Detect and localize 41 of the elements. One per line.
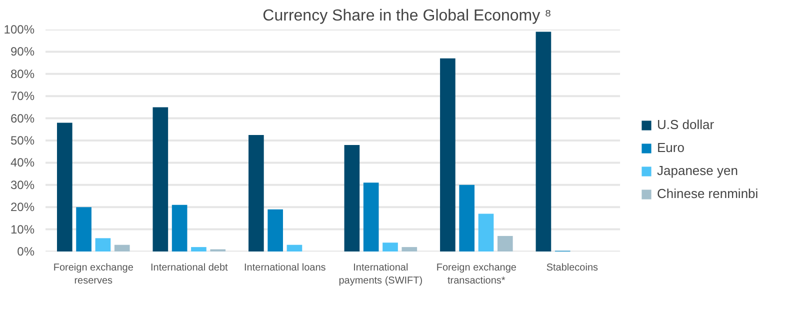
bar <box>95 238 111 252</box>
bar <box>152 107 168 252</box>
legend-label: Euro <box>657 140 684 155</box>
bar <box>191 247 206 252</box>
y-tick-label: 90% <box>10 44 35 59</box>
y-tick-label: 40% <box>10 156 35 170</box>
bar <box>248 134 264 252</box>
bar <box>536 32 552 252</box>
bar <box>382 242 398 252</box>
y-tick-label: 100% <box>4 22 35 36</box>
bar <box>363 182 379 252</box>
bar <box>497 236 513 252</box>
y-tick-label: 20% <box>10 200 35 214</box>
legend-label: Japanese yen <box>657 163 738 178</box>
bar <box>286 244 302 252</box>
bar <box>344 144 360 252</box>
y-tick-label: 30% <box>10 178 35 192</box>
legend-label: Chinese renminbi <box>657 186 758 201</box>
x-tick-label: International loans <box>244 262 326 274</box>
x-tick-label: Stablecoins <box>546 262 598 274</box>
bar <box>172 204 188 252</box>
bar <box>440 58 456 252</box>
bar <box>459 184 475 252</box>
x-tick-label: Foreign exchange reserves <box>53 262 134 287</box>
legend-label: U.S dollar <box>657 117 714 132</box>
y-tick-label: 50% <box>10 134 35 148</box>
x-tick-label: International debt <box>150 262 228 274</box>
y-tick-label: 80% <box>10 66 35 81</box>
x-tick-label: International payments (SWIFT) <box>338 262 423 287</box>
x-tick-label: Foreign exchange transactions* <box>436 262 517 287</box>
bar <box>478 214 494 252</box>
y-tick-label: 60% <box>10 111 35 126</box>
bar <box>402 247 418 252</box>
bar <box>268 209 283 252</box>
bar <box>56 122 72 252</box>
y-tick-label: 70% <box>10 89 35 104</box>
bar <box>114 244 130 252</box>
y-tick-label: 0% <box>17 244 35 258</box>
y-tick-label: 10% <box>10 222 35 236</box>
bar <box>76 207 92 252</box>
chart-title: Currency Share in the Global Economy ⁸ <box>262 8 552 24</box>
